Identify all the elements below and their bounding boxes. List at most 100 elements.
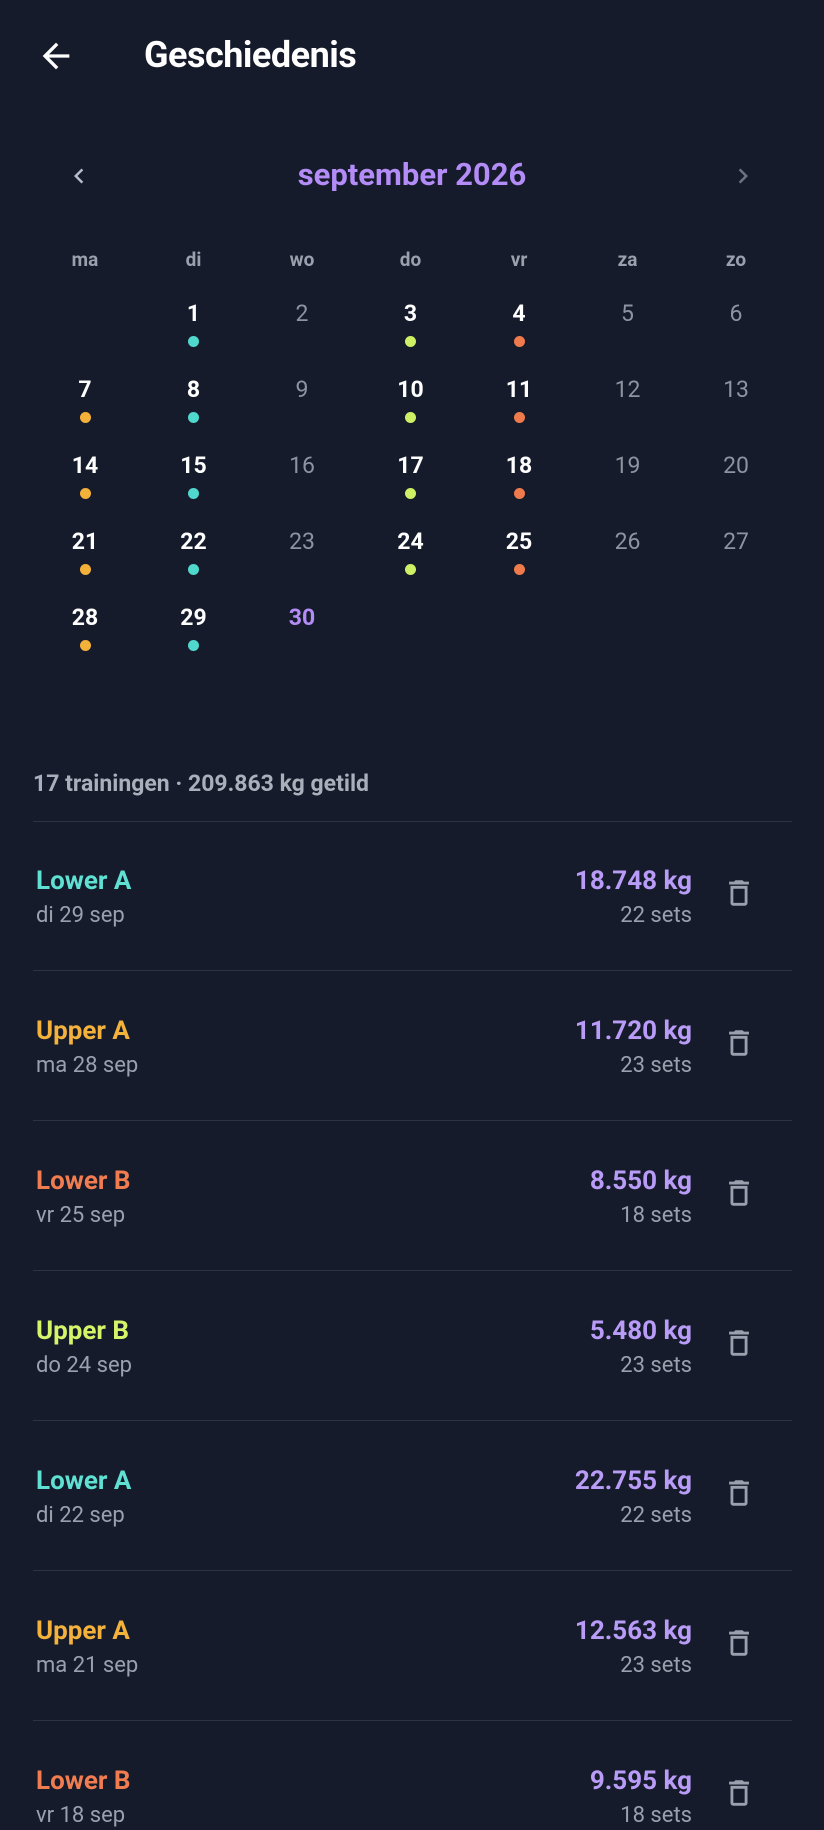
workout-date: ma 28 sep [36,1053,139,1078]
delete-button[interactable] [722,876,756,910]
calendar-day[interactable]: 20 [723,452,749,479]
calendar-day[interactable]: 30 [288,604,316,631]
calendar-day[interactable]: 26 [614,528,641,555]
workout-dot [79,564,91,575]
workout-sets: 23 sets [620,1353,692,1378]
calendar-day[interactable]: 10 [397,376,424,403]
weekday-label: vr [510,248,528,271]
delete-button[interactable] [722,1476,756,1510]
trash-icon [729,1180,749,1206]
calendar-day[interactable]: 2 [295,300,309,327]
calendar-day[interactable]: 16 [289,452,315,479]
workout-name[interactable]: Upper B [36,1316,130,1346]
calendar-day[interactable]: 14 [71,452,99,479]
calendar-day[interactable]: 4 [512,300,526,327]
workout-dot [513,336,525,347]
calendar-day[interactable]: 11 [505,376,533,403]
trash-icon [729,1480,749,1506]
back-button[interactable] [36,36,76,76]
workout-dot [79,412,91,423]
calendar-day[interactable]: 29 [180,604,207,631]
divider [33,970,792,971]
delete-button[interactable] [722,1176,756,1210]
calendar-day[interactable]: 12 [614,376,641,403]
workout-name[interactable]: Lower A [36,866,132,896]
weekday-label: do [399,248,422,271]
workout-name[interactable]: Lower A [36,1466,132,1496]
workout-weight: 22.755 kg [574,1466,692,1496]
workout-date: vr 18 sep [36,1803,126,1828]
summary: 17 trainingen · 209.863 kg getild [33,770,369,797]
workout-dot [79,488,91,499]
calendar-day[interactable]: 22 [180,528,207,555]
weekday-label: wo [289,248,315,271]
trash-icon [729,1630,749,1656]
divider [33,1270,792,1271]
workout-dot [405,488,416,499]
workout-sets: 23 sets [620,1053,692,1078]
calendar-day[interactable]: 5 [621,300,634,327]
delete-button[interactable] [722,1026,756,1060]
workout-name[interactable]: Lower B [36,1766,131,1796]
calendar-day[interactable]: 21 [71,528,99,555]
divider [33,1720,792,1721]
workout-dot [188,488,199,499]
weekday-label: zo [725,248,747,271]
workout-name[interactable]: Upper A [36,1016,130,1046]
workout-sets: 18 sets [620,1803,692,1828]
calendar-day[interactable]: 7 [78,376,92,403]
workout-date: do 24 sep [36,1353,132,1378]
trash-icon [729,1780,749,1806]
trash-icon [729,1030,749,1056]
next-month[interactable] [728,161,758,191]
calendar-day[interactable]: 1 [186,300,201,327]
calendar-day[interactable]: 8 [186,376,201,403]
calendar-day[interactable]: 17 [397,452,424,479]
weekday-label: ma [71,248,99,271]
calendar-day[interactable]: 19 [614,452,641,479]
prev-month[interactable] [64,161,94,191]
workout-date: vr 25 sep [36,1203,126,1228]
delete-button[interactable] [722,1626,756,1660]
delete-button[interactable] [722,1776,756,1810]
delete-button[interactable] [722,1326,756,1360]
calendar-day[interactable]: 3 [403,300,418,327]
workout-weight: 18.748 kg [574,866,692,896]
workout-date: ma 21 sep [36,1653,139,1678]
workout-dot [79,640,91,651]
workout-dot [188,564,199,575]
workout-weight: 12.563 kg [574,1616,692,1646]
calendar-day[interactable]: 6 [729,300,743,327]
workout-name[interactable]: Lower B [36,1166,131,1196]
calendar-day[interactable]: 23 [289,528,315,555]
calendar-day[interactable]: 13 [723,376,749,403]
workout-name[interactable]: Upper A [36,1616,130,1646]
page-title: Geschiedenis [144,34,357,76]
weekday-label: za [617,248,638,271]
workout-date: di 29 sep [36,903,125,928]
calendar-day[interactable]: 28 [71,604,99,631]
workout-dot [188,640,199,651]
divider [33,821,792,822]
divider [33,1120,792,1121]
workout-dot [405,412,416,423]
workout-weight: 11.720 kg [574,1016,692,1046]
workout-dot [513,564,525,575]
month-label: september 2026 [297,156,527,193]
trash-icon [729,880,749,906]
calendar-day[interactable]: 18 [505,452,533,479]
calendar-day[interactable]: 15 [180,452,207,479]
calendar-day[interactable]: 27 [723,528,749,555]
calendar-day[interactable]: 25 [505,528,533,555]
weekday-label: di [185,248,202,271]
calendar-day[interactable]: 24 [397,528,424,555]
workout-dot [188,412,199,423]
workout-sets: 23 sets [620,1653,692,1678]
workout-sets: 22 sets [620,1503,692,1528]
calendar-day[interactable]: 9 [295,376,309,403]
trash-icon [729,1330,749,1356]
workout-date: di 22 sep [36,1503,125,1528]
workout-dot [513,412,525,423]
workout-dot [513,488,525,499]
